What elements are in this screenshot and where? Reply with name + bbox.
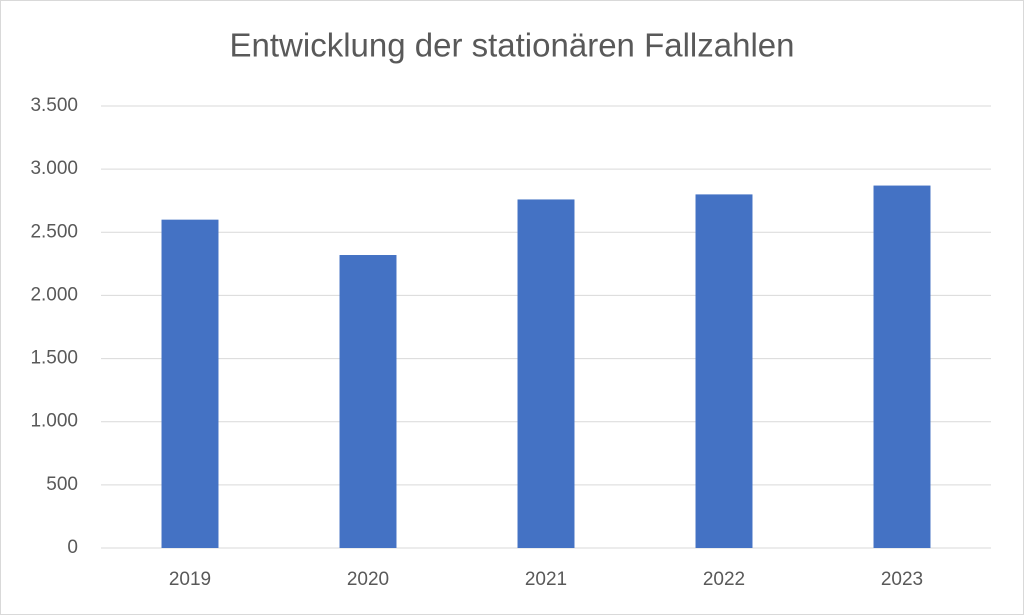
y-tick-label: 500 xyxy=(46,474,78,495)
x-tick-label: 2022 xyxy=(703,569,745,590)
bar xyxy=(339,255,397,548)
y-tick-label: 3.000 xyxy=(30,158,78,179)
x-tick-label: 2019 xyxy=(169,569,211,590)
y-tick-label: 1.000 xyxy=(30,411,78,432)
y-tick-label: 3.500 xyxy=(30,95,78,116)
y-tick-label: 2.000 xyxy=(30,284,78,305)
y-tick-label: 1.500 xyxy=(30,348,78,369)
bar xyxy=(695,194,753,548)
y-tick-label: 2.500 xyxy=(30,221,78,242)
bar xyxy=(873,185,931,548)
bar xyxy=(161,219,219,548)
y-tick-label: 0 xyxy=(67,537,78,558)
chart-title: Entwicklung der stationären Fallzahlen xyxy=(230,27,795,64)
x-tick-label: 2021 xyxy=(525,569,567,590)
bar xyxy=(517,199,575,549)
x-tick-label: 2023 xyxy=(881,569,923,590)
x-tick-label: 2020 xyxy=(347,569,389,590)
